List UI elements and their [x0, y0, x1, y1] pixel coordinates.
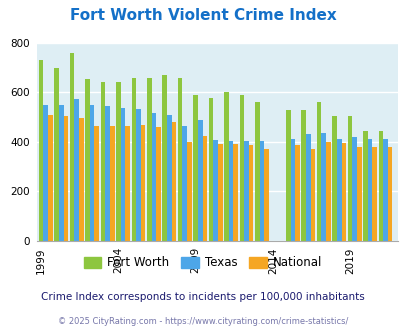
Bar [151, 113, 156, 241]
Bar [131, 78, 136, 241]
Bar [120, 108, 125, 241]
Bar [325, 142, 330, 241]
Bar [110, 126, 114, 241]
Bar [116, 82, 120, 241]
Bar [202, 136, 207, 241]
Bar [43, 105, 48, 241]
Bar [228, 141, 233, 241]
Bar [187, 142, 191, 241]
Bar [193, 95, 197, 241]
Text: Fort Worth Violent Crime Index: Fort Worth Violent Crime Index [69, 8, 336, 23]
Bar [367, 139, 371, 241]
Legend: Fort Worth, Texas, National: Fort Worth, Texas, National [79, 252, 326, 274]
Bar [213, 140, 217, 241]
Bar [285, 110, 290, 241]
Bar [54, 68, 59, 241]
Bar [166, 115, 171, 241]
Bar [305, 134, 310, 241]
Bar [387, 147, 392, 241]
Bar [100, 82, 105, 241]
Bar [316, 102, 321, 241]
Bar [362, 131, 367, 241]
Bar [59, 105, 64, 241]
Bar [162, 75, 166, 241]
Bar [341, 143, 345, 241]
Bar [79, 117, 83, 241]
Bar [377, 131, 382, 241]
Bar [94, 126, 99, 241]
Bar [331, 116, 336, 241]
Bar [244, 141, 248, 241]
Bar [85, 79, 90, 241]
Bar [39, 60, 43, 241]
Bar [290, 139, 294, 241]
Bar [310, 148, 315, 241]
Bar [294, 145, 299, 241]
Bar [356, 147, 361, 241]
Bar [48, 115, 53, 241]
Bar [336, 139, 341, 241]
Bar [254, 102, 259, 241]
Bar [156, 127, 160, 241]
Bar [197, 120, 202, 241]
Bar [248, 145, 253, 241]
Bar [233, 145, 237, 241]
Bar [321, 134, 325, 241]
Bar [182, 126, 187, 241]
Bar [171, 122, 176, 241]
Bar [147, 78, 151, 241]
Text: © 2025 CityRating.com - https://www.cityrating.com/crime-statistics/: © 2025 CityRating.com - https://www.city… [58, 317, 347, 326]
Bar [177, 78, 182, 241]
Bar [125, 125, 130, 241]
Text: Crime Index corresponds to incidents per 100,000 inhabitants: Crime Index corresponds to incidents per… [41, 292, 364, 302]
Bar [347, 116, 352, 241]
Bar [352, 137, 356, 241]
Bar [371, 147, 376, 241]
Bar [259, 141, 264, 241]
Bar [136, 109, 141, 241]
Bar [141, 124, 145, 241]
Bar [74, 99, 79, 241]
Bar [224, 92, 228, 241]
Bar [70, 53, 74, 241]
Bar [217, 145, 222, 241]
Bar [301, 110, 305, 241]
Bar [382, 139, 387, 241]
Bar [64, 116, 68, 241]
Bar [90, 105, 94, 241]
Bar [105, 106, 110, 241]
Bar [239, 95, 244, 241]
Bar [208, 98, 213, 241]
Bar [264, 149, 268, 241]
